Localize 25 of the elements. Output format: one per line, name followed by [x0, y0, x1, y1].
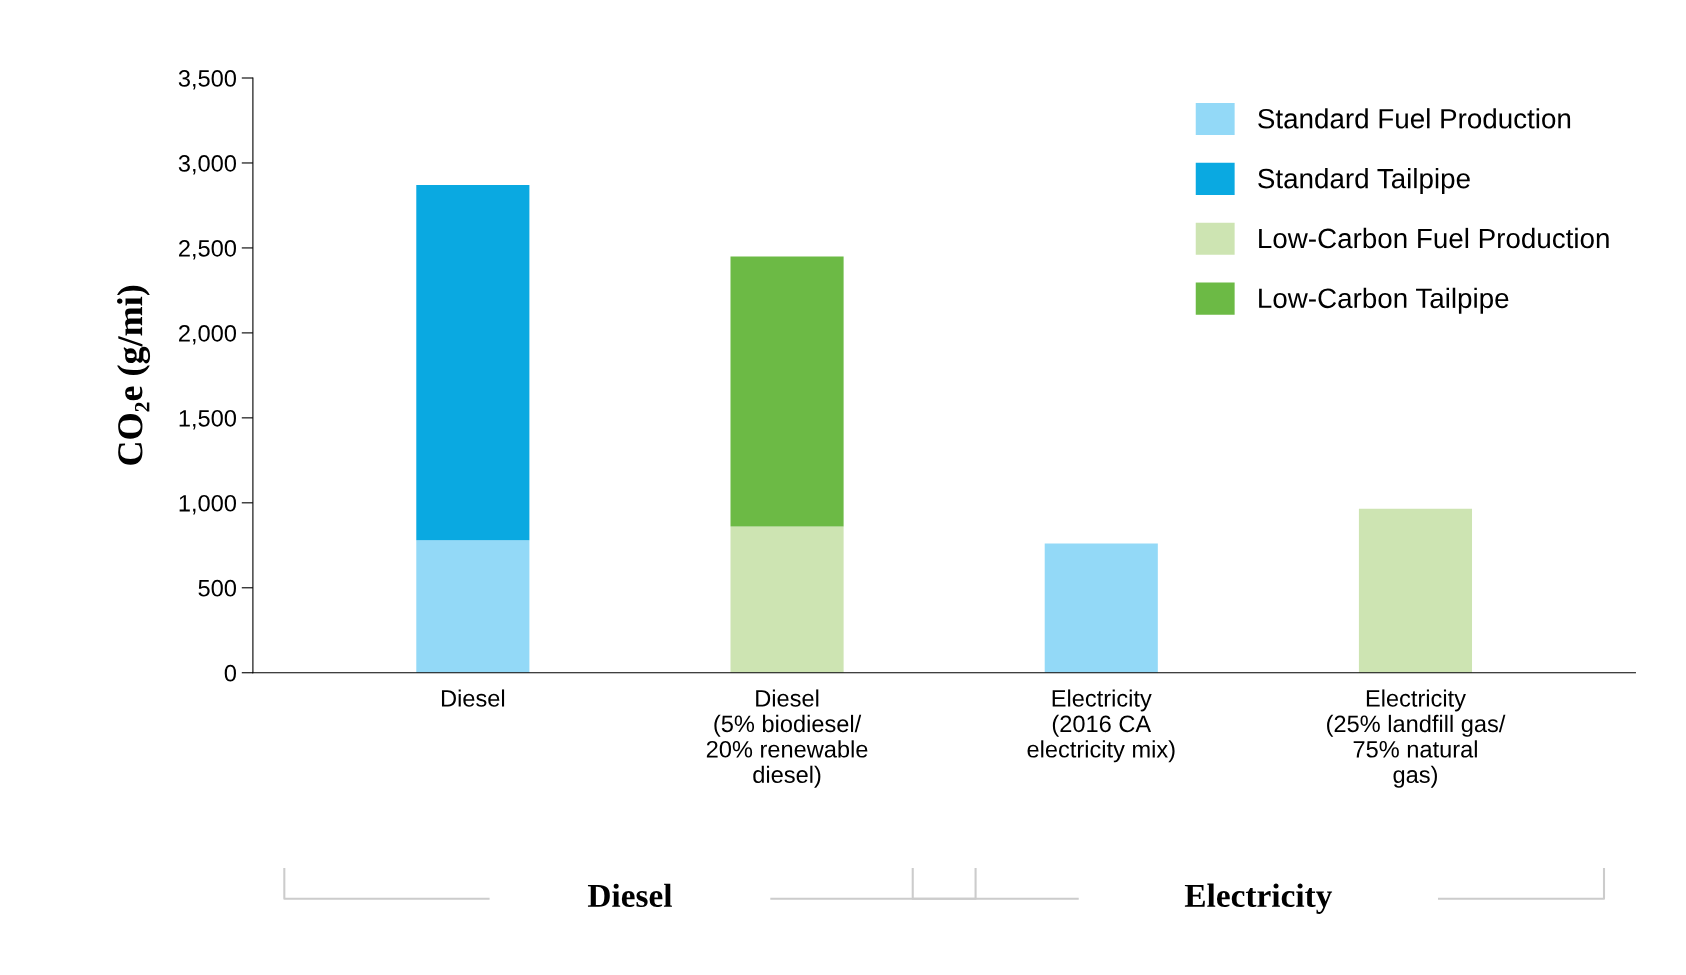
y-tick-label: 1,500 [179, 409, 237, 430]
y-tick-label: 1,000 [179, 494, 237, 515]
x-tick-label: Electricity (25% landfill gas/ 75% natural gas) [1327, 689, 1506, 788]
y-tick-label: 3,500 [178, 70, 237, 90]
y-tick-label: 0 [224, 664, 237, 682]
x-tick-label: Electricity (2016 CA electricity mix) [1027, 689, 1175, 763]
y-tick-label: 3,000 [178, 155, 237, 175]
text: Electricity [1184, 883, 1333, 914]
legend-label: Low-Carbon Tailpipe [1259, 287, 1509, 314]
text: Diesel [587, 883, 672, 908]
x-tick-label: Diesel (5% biodiesel/ 20% renewable diesel) [706, 689, 868, 788]
bar [416, 185, 530, 541]
y-tick-label: 2,000 [179, 324, 237, 345]
legend-label: Standard Fuel Production [1258, 108, 1571, 129]
bar [1044, 543, 1158, 673]
x-tick-label: Diesel [441, 689, 505, 707]
legend-label: Low-Carbon Fuel Production [1259, 227, 1609, 249]
y-tick-label: 500 [198, 579, 237, 597]
bar [1358, 508, 1473, 673]
legend-label: Standard Tailpipe [1258, 168, 1470, 194]
bar [730, 256, 844, 527]
y-tick-label: 2,500 [179, 240, 237, 260]
bar [730, 526, 844, 673]
y-axis-title: CO₂e (g/mi) [117, 285, 151, 465]
bar [416, 540, 530, 673]
